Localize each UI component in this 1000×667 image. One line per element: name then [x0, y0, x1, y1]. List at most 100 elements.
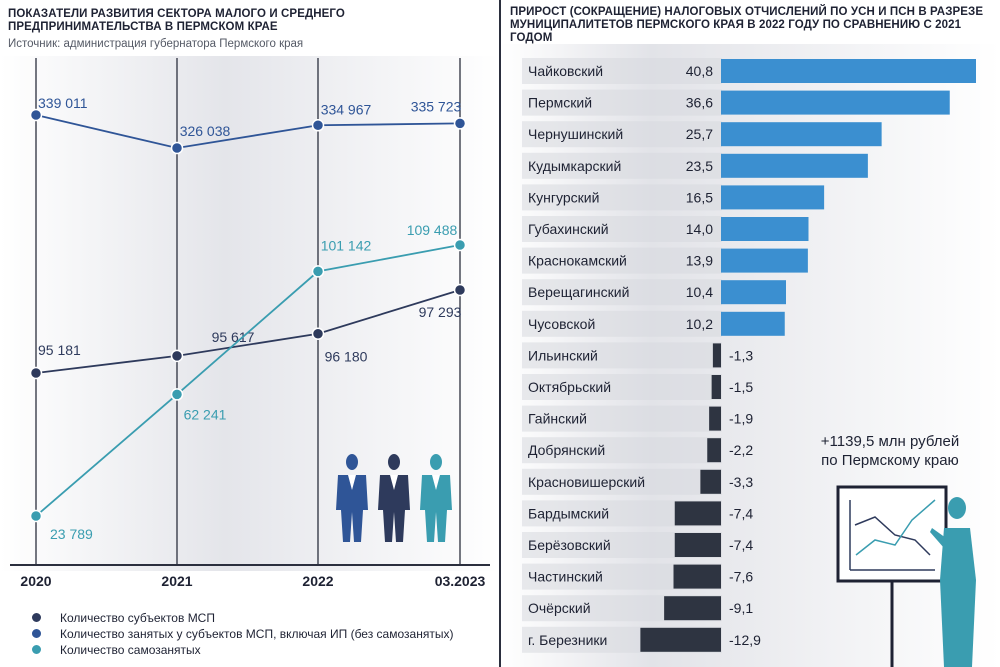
data-label-selfemployed-1: 62 241 [184, 406, 227, 422]
x-tick-label-0: 2020 [20, 573, 51, 589]
bar-11 [709, 406, 721, 431]
data-label-msp-0: 95 181 [38, 342, 81, 358]
bar-15 [674, 533, 721, 557]
person-teal-shirt [432, 475, 440, 490]
presenter-woman [930, 497, 976, 667]
category-label-7: Верещагинский [528, 284, 629, 300]
x-tick-label-2: 2022 [302, 573, 333, 589]
category-label-11: Гайнский [528, 411, 587, 427]
summary-region: по Пермскому краю [821, 452, 959, 469]
person-blue [336, 454, 368, 542]
bar-10 [711, 375, 721, 399]
row-band-7 [522, 279, 722, 306]
presenter-body [940, 528, 976, 667]
row-band-8 [522, 310, 722, 337]
data-label-employed-1: 326 038 [180, 123, 231, 139]
point-msp-0 [29, 366, 43, 380]
category-label-6: Краснокамский [528, 253, 627, 269]
bar-13 [700, 469, 721, 494]
row-band-9 [522, 342, 722, 369]
x-tick-label-3: 03.2023 [435, 573, 486, 589]
person-navy-shirt [390, 475, 398, 490]
person-navy-body [378, 475, 410, 542]
series-line-employed [35, 114, 461, 149]
left-chart-subtitle: Источник: администрация губернатора Перм… [8, 38, 304, 50]
legend-marker-msp [31, 612, 42, 623]
data-label-msp-3: 97 293 [419, 304, 462, 320]
category-label-9: Ильинский [528, 347, 598, 363]
series-line-msp [35, 289, 461, 374]
row-band-4 [522, 184, 722, 211]
value-label-10: -1,5 [729, 379, 753, 395]
value-label-12: -2,2 [729, 442, 753, 458]
row-band-11 [522, 405, 722, 432]
category-label-12: Добрянский [528, 442, 605, 458]
bar-16 [673, 564, 721, 589]
value-label-18: -12,9 [729, 632, 761, 648]
presenter-arm [930, 528, 946, 548]
whiteboard [836, 485, 948, 583]
value-label-2: 25,7 [686, 126, 713, 142]
bar-5 [721, 217, 809, 241]
row-band-5 [522, 216, 722, 242]
category-label-0: Чайковский [528, 63, 603, 79]
point-selfemployed-3 [453, 238, 467, 252]
data-label-employed-2: 334 967 [321, 101, 372, 117]
series-line-selfemployed [35, 244, 461, 517]
person-blue-body [336, 475, 368, 542]
point-employed-1 [170, 141, 184, 155]
value-label-7: 10,4 [686, 284, 713, 300]
value-label-15: -7,4 [729, 537, 753, 553]
category-label-5: Губахинский [528, 221, 609, 237]
data-label-selfemployed-3: 109 488 [407, 222, 458, 238]
category-label-3: Кудымкарский [528, 158, 621, 174]
bar-14 [674, 501, 721, 526]
value-label-11: -1,9 [729, 411, 753, 427]
row-band-12 [522, 437, 722, 464]
x-tick-label-1: 2021 [161, 573, 192, 589]
category-label-18: г. Березники [528, 632, 607, 648]
category-label-13: Красновишерский [528, 474, 645, 490]
data-label-msp-1: 95 617 [212, 329, 255, 345]
data-label-msp-2: 96 180 [325, 349, 368, 365]
point-employed-2 [311, 119, 325, 132]
value-label-16: -7,6 [729, 569, 753, 585]
legend-marker-employed [31, 628, 42, 639]
row-band-10 [522, 374, 722, 400]
category-label-16: Частинский [528, 569, 603, 585]
row-band-6 [522, 247, 722, 274]
point-selfemployed-0 [29, 509, 43, 523]
bar-18 [640, 627, 721, 652]
bar-0 [721, 59, 976, 83]
bar-9 [712, 343, 721, 368]
person-teal-body [420, 475, 452, 542]
value-label-8: 10,2 [686, 316, 713, 332]
point-selfemployed-1 [170, 388, 184, 401]
bar-12 [707, 438, 721, 463]
category-label-17: Очёрский [528, 600, 591, 616]
value-label-0: 40,8 [686, 63, 713, 79]
legend-label-employed: Количество занятых у субъектов МСП, вклю… [60, 627, 454, 641]
bar-8 [721, 311, 785, 336]
person-blue-head [346, 454, 358, 470]
value-label-13: -3,3 [729, 474, 753, 490]
legend-marker-selfemployed [31, 644, 42, 655]
whiteboard-line-teal [855, 499, 936, 556]
value-label-5: 14,0 [686, 221, 713, 237]
person-teal [420, 454, 452, 542]
left-chart-title: ПОКАЗАТЕЛИ РАЗВИТИЯ СЕКТОРА МАЛОГО И СРЕ… [8, 8, 345, 33]
bar-3 [721, 153, 868, 178]
point-msp-2 [311, 327, 325, 340]
bar-2 [721, 122, 882, 147]
category-label-14: Бардымский [528, 505, 609, 521]
presenter-head [948, 497, 966, 519]
category-label-10: Октябрьский [528, 379, 611, 395]
person-navy-head [388, 454, 400, 470]
data-label-employed-3: 335 723 [411, 98, 462, 114]
value-label-14: -7,4 [729, 505, 753, 521]
data-label-selfemployed-2: 101 142 [321, 237, 372, 253]
point-selfemployed-2 [311, 265, 325, 278]
category-label-4: Кунгурский [528, 189, 599, 205]
